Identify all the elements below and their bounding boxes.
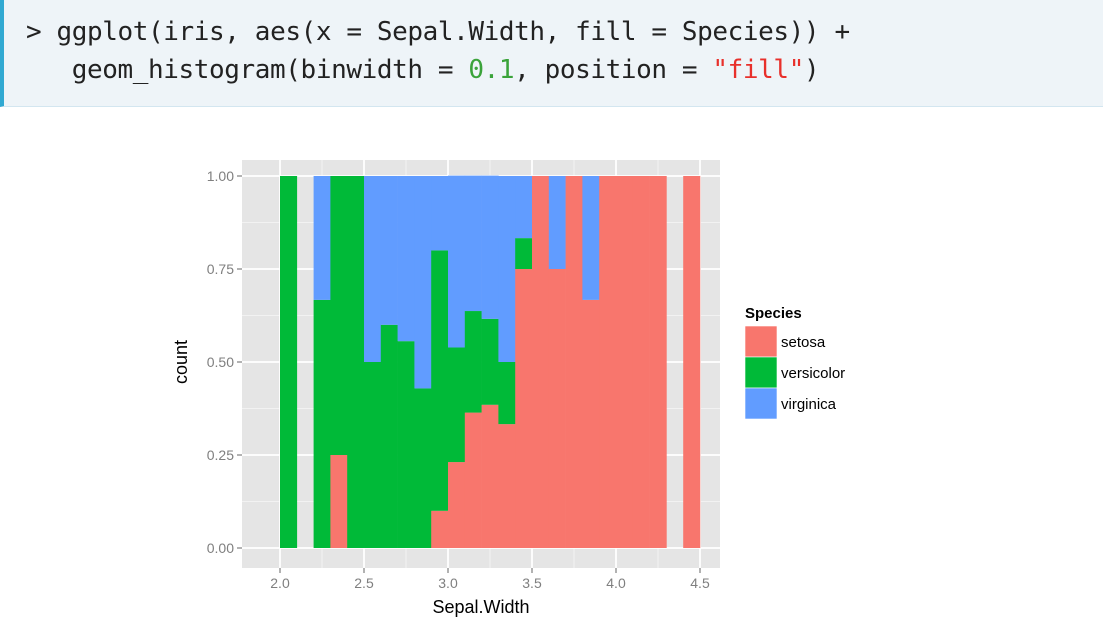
bar-setosa xyxy=(599,176,617,548)
legend-title: Species xyxy=(745,305,802,322)
legend-label-setosa: setosa xyxy=(781,334,826,351)
bar-setosa xyxy=(683,176,701,548)
bar-versicolor xyxy=(515,238,533,269)
code-text-1: ggplot(iris, aes(x = Sepal.Width, fill =… xyxy=(41,17,851,47)
x-tick-label: 3.5 xyxy=(522,575,542,591)
bar-setosa xyxy=(532,176,550,548)
code-text-2b: , position = xyxy=(514,55,713,85)
bar-versicolor xyxy=(498,362,516,425)
bar-setosa xyxy=(515,269,533,548)
bar-setosa xyxy=(481,404,499,548)
bar-virginica xyxy=(313,176,331,300)
bar-virginica xyxy=(481,175,499,319)
bar-virginica xyxy=(464,175,482,312)
x-tick-label: 4.0 xyxy=(606,575,626,591)
bar-setosa xyxy=(616,176,634,548)
legend: Species setosa versicolor virginica xyxy=(744,305,845,420)
bar-setosa xyxy=(632,176,650,548)
bar-setosa xyxy=(330,455,348,548)
x-tick-label: 3.0 xyxy=(438,575,458,591)
code-string-literal: "fill" xyxy=(712,55,804,85)
legend-key-virginica xyxy=(744,387,778,420)
bar-versicolor xyxy=(481,318,499,405)
bar-virginica xyxy=(448,175,466,348)
code-number-literal: 0.1 xyxy=(468,55,515,85)
legend-label-versicolor: versicolor xyxy=(781,365,845,382)
y-tick-label: 1.00 xyxy=(207,168,234,184)
code-text-2c: ) xyxy=(803,55,820,85)
prompt-symbol: > xyxy=(26,17,42,47)
bar-setosa xyxy=(582,299,600,548)
bar-versicolor xyxy=(364,362,382,548)
bar-setosa xyxy=(431,510,449,548)
bar-versicolor xyxy=(280,176,298,548)
bar-versicolor xyxy=(313,299,331,548)
bar-versicolor xyxy=(380,324,398,548)
legend-label-virginica: virginica xyxy=(781,396,837,413)
x-axis-title: Sepal.Width xyxy=(432,597,529,617)
legend-key-versicolor xyxy=(744,356,778,389)
bar-versicolor xyxy=(414,388,432,548)
bar-virginica xyxy=(498,176,516,362)
y-tick-label: 0.50 xyxy=(207,354,234,370)
y-tick-label: 0.00 xyxy=(207,540,234,556)
code-text-2a: geom_histogram(binwidth = xyxy=(26,55,469,85)
bar-versicolor xyxy=(397,341,415,548)
histogram-bars xyxy=(280,175,701,548)
bar-virginica xyxy=(515,176,533,239)
bar-virginica xyxy=(397,176,415,342)
bar-versicolor xyxy=(431,250,449,511)
bar-virginica xyxy=(380,176,398,325)
bar-setosa xyxy=(498,424,516,548)
bar-setosa xyxy=(548,269,566,548)
legend-key-setosa xyxy=(744,325,778,358)
bar-versicolor xyxy=(330,176,348,455)
y-axis-title: count xyxy=(171,340,191,384)
bar-versicolor xyxy=(448,347,466,463)
code-block: > ggplot(iris, aes(x = Sepal.Width, fill… xyxy=(0,0,1103,107)
code-line-2: geom_histogram(binwidth = 0.1, position … xyxy=(26,55,820,85)
x-tick-label: 4.5 xyxy=(690,575,710,591)
y-axis: 0.00 0.25 0.50 0.75 1.00 xyxy=(207,168,242,556)
bar-setosa xyxy=(448,462,466,548)
bar-setosa xyxy=(565,176,583,548)
bar-versicolor xyxy=(347,176,365,548)
y-tick-label: 0.25 xyxy=(207,447,234,463)
x-tick-label: 2.0 xyxy=(270,575,290,591)
bar-virginica xyxy=(414,176,432,389)
x-tick-label: 2.5 xyxy=(354,575,374,591)
bar-setosa xyxy=(649,176,667,548)
bar-setosa xyxy=(464,412,482,548)
bar-virginica xyxy=(364,176,382,362)
y-tick-label: 0.75 xyxy=(207,261,234,277)
x-axis: 2.0 2.5 3.0 3.5 4.0 4.5 xyxy=(270,568,710,591)
bar-versicolor xyxy=(464,311,482,413)
code-line-1: > ggplot(iris, aes(x = Sepal.Width, fill… xyxy=(26,17,850,47)
bar-virginica xyxy=(431,176,449,251)
bar-virginica xyxy=(548,176,566,269)
bar-virginica xyxy=(582,176,600,300)
